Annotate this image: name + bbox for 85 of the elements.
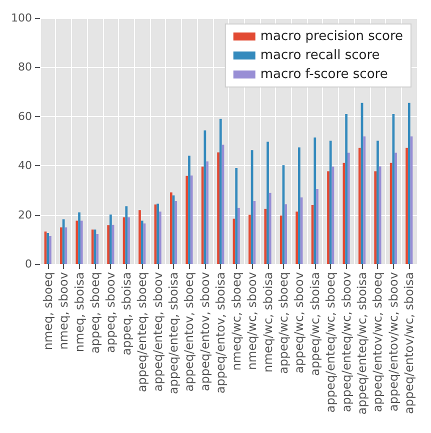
- x-tick-label: appeq/wc, sboov: [292, 272, 306, 374]
- bar: [390, 162, 392, 264]
- y-tick-label: 100: [10, 12, 32, 24]
- bar: [107, 225, 110, 264]
- bar: [358, 148, 361, 264]
- bar: [170, 192, 172, 264]
- bar: [248, 214, 251, 264]
- bar: [378, 166, 382, 264]
- bar: [235, 168, 238, 264]
- x-tick-label: nmeq/wc, sboeq: [229, 272, 244, 371]
- legend-label: macro precision score: [260, 29, 404, 44]
- bar: [374, 171, 377, 264]
- x-tick-label: appeq, sboeq: [88, 272, 102, 354]
- bar: [268, 192, 272, 264]
- x-tick-label: appeq/enteq, sboov: [150, 272, 165, 392]
- x-tick-label: appeq/wc, sboeq: [276, 272, 290, 374]
- bar: [186, 176, 188, 264]
- bar: [329, 140, 332, 264]
- bar: [316, 188, 318, 264]
- bar: [49, 236, 52, 264]
- bar: [376, 140, 379, 264]
- bar: [46, 233, 50, 264]
- bar: [174, 201, 178, 264]
- legend-label: macro recall score: [260, 48, 380, 63]
- y-tick-label: 60: [18, 110, 32, 123]
- bar: [298, 147, 300, 264]
- x-tick-label: nmeq, sboisa: [72, 272, 86, 352]
- bar: [219, 118, 222, 264]
- bar: [128, 217, 130, 264]
- bar: [158, 212, 162, 264]
- bar: [408, 102, 410, 264]
- x-tick-label: appeq/entov, sboeq: [182, 272, 196, 392]
- x-tick-label: appeq/enteq, sboisa: [166, 272, 181, 394]
- y-tick-label: 40: [18, 159, 32, 172]
- bar: [78, 212, 80, 264]
- bar: [345, 114, 348, 264]
- y-tick-label: 20: [18, 208, 32, 222]
- legend-label: macro f-score score: [260, 67, 388, 82]
- bar: [264, 208, 267, 264]
- bar: [394, 152, 397, 264]
- y-tick-label: 80: [18, 60, 32, 74]
- x-tick-label: appeq/wc, sboisa: [308, 272, 322, 376]
- bar: [190, 175, 193, 264]
- bar: [363, 136, 366, 264]
- bar: [96, 234, 99, 264]
- x-tick-label: appeq/enteq/wc, sboov: [339, 272, 354, 412]
- bar: [280, 216, 282, 264]
- bar: [64, 227, 68, 264]
- x-tick-label: appeq/entov/wc, sboov: [386, 272, 400, 412]
- x-tick-label: appeq, sboisa: [119, 272, 134, 356]
- bar: [238, 208, 240, 264]
- x-tick-label: appeq, sboov: [104, 272, 118, 353]
- bar: [76, 220, 78, 264]
- bar: [347, 152, 350, 264]
- x-tick-label: appeq/enteq/wc, sboeq: [324, 272, 338, 413]
- x-tick-label: nmeq/wc, sboisa: [260, 272, 275, 373]
- x-tick-label: appeq/entov, sboisa: [214, 272, 228, 394]
- bar: [125, 206, 128, 264]
- y-tick-label: 0: [24, 258, 32, 270]
- bar: [284, 204, 288, 264]
- bar: [266, 142, 269, 264]
- bar: [217, 152, 220, 264]
- bar: [201, 166, 204, 264]
- x-tick-label: nmeq, sboov: [56, 272, 71, 350]
- bar: [110, 214, 112, 264]
- x-tick-label: appeq/entov/wc, sboisa: [402, 272, 416, 414]
- x-tick-label: nmeq/wc, sboov: [245, 272, 260, 370]
- bar: [327, 171, 330, 264]
- bar: [60, 227, 62, 264]
- bar: [80, 220, 83, 264]
- x-tick-label: nmeq, sboeq: [40, 272, 55, 350]
- bar: [253, 201, 256, 264]
- x-tick-label: appeq/entov/wc, sboeq: [370, 272, 385, 412]
- bar: [156, 204, 159, 264]
- bar: [206, 161, 208, 264]
- x-tick-label: appeq/enteq/wc, sboisa: [355, 272, 370, 415]
- bar: [314, 138, 316, 264]
- bar: [406, 148, 408, 264]
- x-tick-label: appeq/enteq, sboeq: [135, 272, 150, 392]
- bar: [138, 210, 141, 264]
- bar: [296, 212, 298, 264]
- bar: [140, 220, 144, 264]
- bar: [188, 156, 190, 264]
- bar: [91, 230, 94, 264]
- x-tick-label: appeq/entov, sboov: [198, 272, 212, 392]
